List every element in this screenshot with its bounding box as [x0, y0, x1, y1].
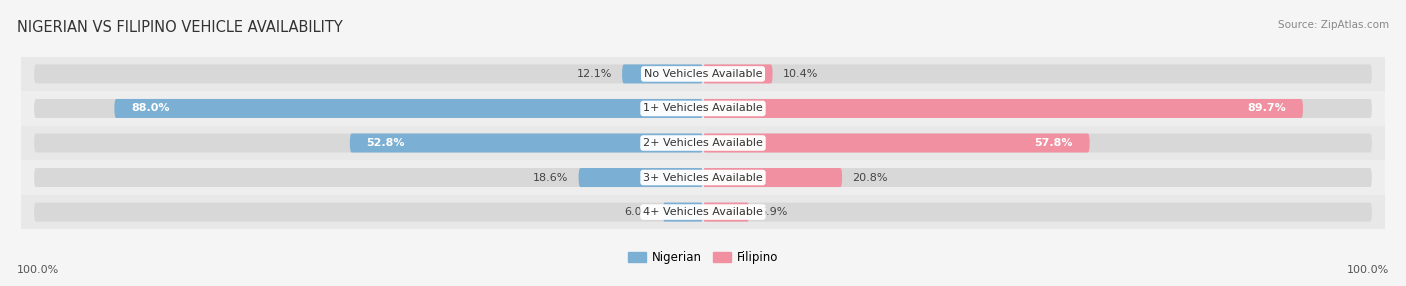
Text: 89.7%: 89.7%	[1247, 104, 1286, 114]
Legend: Nigerian, Filipino: Nigerian, Filipino	[623, 247, 783, 269]
Text: 1+ Vehicles Available: 1+ Vehicles Available	[643, 104, 763, 114]
FancyBboxPatch shape	[662, 202, 703, 222]
Bar	[21, 91, 1385, 126]
Text: 2+ Vehicles Available: 2+ Vehicles Available	[643, 138, 763, 148]
FancyBboxPatch shape	[703, 134, 1372, 152]
FancyBboxPatch shape	[703, 168, 1372, 187]
Bar	[21, 126, 1385, 160]
Text: 100.0%: 100.0%	[17, 265, 59, 275]
FancyBboxPatch shape	[350, 134, 703, 152]
FancyBboxPatch shape	[34, 134, 703, 152]
Text: 10.4%: 10.4%	[783, 69, 818, 79]
Bar	[21, 195, 1385, 229]
Bar	[21, 57, 1385, 91]
Text: 57.8%: 57.8%	[1035, 138, 1073, 148]
Text: 18.6%: 18.6%	[533, 172, 568, 182]
FancyBboxPatch shape	[34, 64, 703, 84]
FancyBboxPatch shape	[34, 168, 703, 187]
FancyBboxPatch shape	[703, 202, 1372, 222]
FancyBboxPatch shape	[703, 134, 1090, 152]
Bar	[21, 160, 1385, 195]
FancyBboxPatch shape	[703, 99, 1303, 118]
Text: 100.0%: 100.0%	[1347, 265, 1389, 275]
FancyBboxPatch shape	[621, 64, 703, 84]
FancyBboxPatch shape	[34, 99, 703, 118]
Text: Source: ZipAtlas.com: Source: ZipAtlas.com	[1278, 20, 1389, 30]
FancyBboxPatch shape	[703, 202, 749, 222]
Text: 3+ Vehicles Available: 3+ Vehicles Available	[643, 172, 763, 182]
FancyBboxPatch shape	[703, 168, 842, 187]
Text: 4+ Vehicles Available: 4+ Vehicles Available	[643, 207, 763, 217]
Text: 6.0%: 6.0%	[624, 207, 652, 217]
Text: 88.0%: 88.0%	[131, 104, 170, 114]
FancyBboxPatch shape	[703, 64, 1372, 84]
Text: NIGERIAN VS FILIPINO VEHICLE AVAILABILITY: NIGERIAN VS FILIPINO VEHICLE AVAILABILIT…	[17, 20, 343, 35]
FancyBboxPatch shape	[114, 99, 703, 118]
Text: 20.8%: 20.8%	[852, 172, 887, 182]
Text: No Vehicles Available: No Vehicles Available	[644, 69, 762, 79]
Text: 12.1%: 12.1%	[576, 69, 612, 79]
FancyBboxPatch shape	[579, 168, 703, 187]
FancyBboxPatch shape	[34, 202, 703, 222]
FancyBboxPatch shape	[703, 99, 1372, 118]
Text: 6.9%: 6.9%	[759, 207, 787, 217]
Text: 52.8%: 52.8%	[367, 138, 405, 148]
FancyBboxPatch shape	[703, 64, 772, 84]
